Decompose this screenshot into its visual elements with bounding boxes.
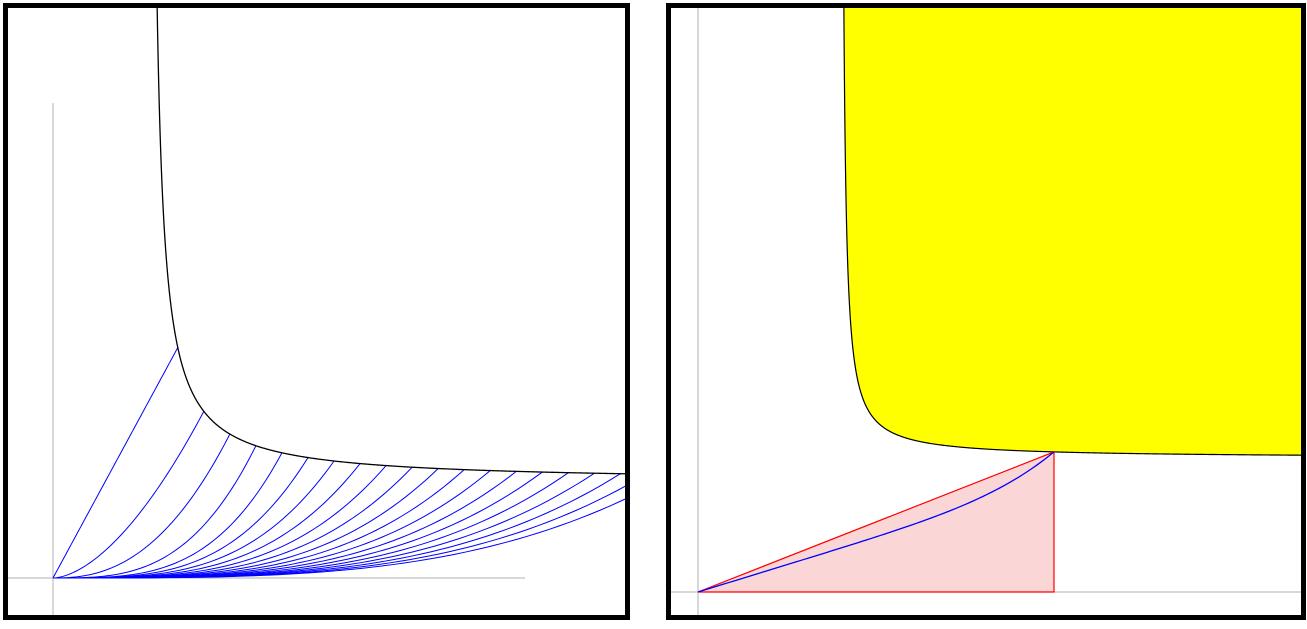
hyperbolic-ray xyxy=(697,451,1055,593)
right-diagram-svg xyxy=(671,8,1301,615)
hyperbolic-ray-0 xyxy=(52,347,179,579)
hyperbolic-ray-13 xyxy=(53,470,517,579)
hyperbola-curve xyxy=(156,8,625,475)
hyperbolic-ray-3 xyxy=(53,445,257,579)
left-diagram-svg xyxy=(8,8,625,615)
right-diagram-panel xyxy=(666,3,1306,620)
left-diagram-panel xyxy=(3,3,630,620)
hyperbolic-ray-16 xyxy=(53,472,595,579)
hyperbolic-ray-7 xyxy=(53,463,361,579)
secant-triangle xyxy=(697,451,1055,593)
hyperbolic-ray-15 xyxy=(53,472,569,579)
hyperbolic-ray-1 xyxy=(52,411,205,579)
hyperbolic-ray-17 xyxy=(53,473,621,579)
hyperbolic-ray-18 xyxy=(53,485,625,579)
hyperbolic-ray-5 xyxy=(53,457,309,579)
hyperbolic-ray-19 xyxy=(53,498,625,579)
hyperbolic-ray-2 xyxy=(52,433,231,579)
hyperbolic-rays-group xyxy=(52,347,625,579)
region-above-hyperbola xyxy=(843,8,1301,456)
